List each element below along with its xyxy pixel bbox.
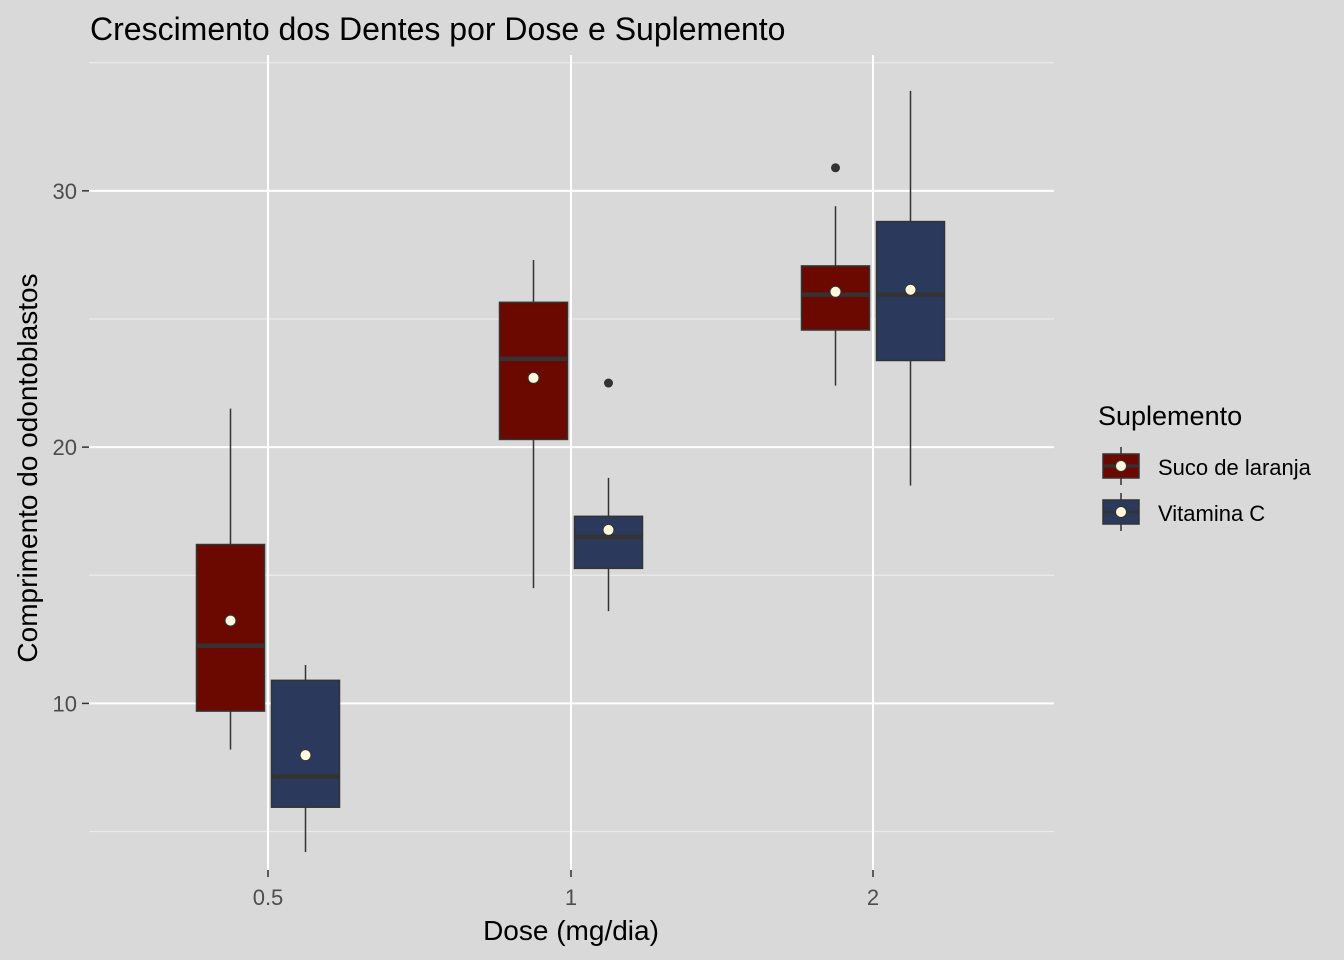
x-tick-label: 1 <box>565 885 577 910</box>
mean-point <box>299 749 312 762</box>
legend-title: Suplemento <box>1098 401 1242 431</box>
box-group <box>498 260 569 589</box>
mean-point <box>527 371 540 384</box>
box-group <box>800 163 871 386</box>
y-tick-label: 20 <box>53 435 77 460</box>
legend-item: Vitamina C <box>1102 493 1265 531</box>
legend-item: Suco de laranja <box>1102 447 1312 485</box>
box-iqr <box>270 679 341 808</box>
mean-point <box>904 283 917 296</box>
legend-mean-point <box>1115 460 1127 472</box>
outlier-point <box>604 378 613 388</box>
legend-mean-point <box>1115 506 1127 518</box>
box-group <box>573 378 644 612</box>
box-group <box>195 408 266 750</box>
y-tick-label: 30 <box>53 179 77 204</box>
box-group <box>875 90 946 486</box>
legend: Suplemento Suco de laranja Vitamina C <box>1098 401 1312 531</box>
chart-title: Crescimento dos Dentes por Dose e Suplem… <box>90 11 785 47</box>
x-axis-title: Dose (mg/dia) <box>483 915 659 946</box>
legend-items: Suco de laranja Vitamina C <box>1102 447 1312 531</box>
boxes <box>195 90 946 853</box>
axes: 10 20 30 0.5 1 2 <box>53 179 880 910</box>
mean-point <box>224 614 237 627</box>
legend-label: Vitamina C <box>1158 501 1265 526</box>
box-iqr <box>498 301 569 441</box>
outlier-point <box>831 163 840 173</box>
box-iqr <box>800 265 871 331</box>
legend-label: Suco de laranja <box>1158 455 1312 480</box>
y-axis-title: Comprimento do odontoblastos <box>12 273 43 662</box>
x-tick-label: 0.5 <box>253 885 284 910</box>
mean-point <box>829 285 842 298</box>
grid-lines <box>89 55 1054 870</box>
box-group <box>270 664 341 853</box>
y-tick-label: 10 <box>53 691 77 716</box>
x-tick-label: 2 <box>867 885 879 910</box>
box-iqr <box>195 543 266 712</box>
mean-point <box>602 523 615 536</box>
